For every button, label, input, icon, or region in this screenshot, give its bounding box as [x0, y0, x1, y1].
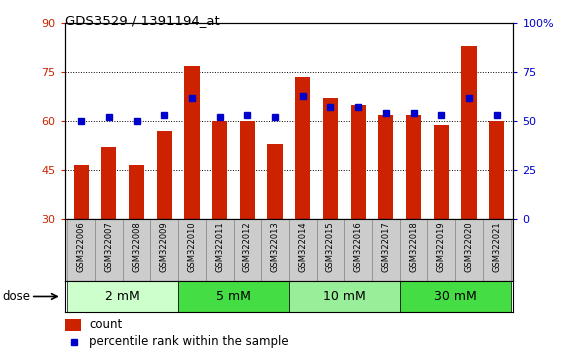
Text: 5 mM: 5 mM: [216, 290, 251, 303]
Bar: [372, 219, 400, 281]
Text: GSM322012: GSM322012: [243, 221, 252, 272]
Text: 2 mM: 2 mM: [105, 290, 140, 303]
Text: GSM322014: GSM322014: [298, 221, 307, 272]
Text: GSM322016: GSM322016: [353, 221, 362, 272]
Text: GSM322015: GSM322015: [326, 221, 335, 272]
Bar: [212, 121, 227, 219]
Bar: [240, 121, 255, 219]
Text: percentile rank within the sample: percentile rank within the sample: [89, 335, 289, 348]
Bar: [233, 219, 261, 281]
Bar: [400, 219, 427, 281]
Bar: [344, 219, 372, 281]
Bar: [261, 219, 289, 281]
Bar: [295, 77, 310, 219]
Text: dose: dose: [3, 290, 31, 303]
Text: GSM322010: GSM322010: [187, 221, 196, 272]
Bar: [67, 219, 95, 281]
Bar: [150, 219, 178, 281]
Text: GSM322020: GSM322020: [465, 221, 473, 272]
Bar: [289, 219, 316, 281]
Bar: [206, 219, 233, 281]
Bar: [65, 319, 81, 331]
Bar: [178, 219, 206, 281]
Bar: [185, 65, 200, 219]
Text: GSM322019: GSM322019: [437, 221, 446, 272]
Text: GSM322007: GSM322007: [104, 221, 113, 272]
Text: GSM322018: GSM322018: [409, 221, 418, 272]
Bar: [455, 219, 483, 281]
Bar: [400, 281, 511, 312]
Text: GSM322006: GSM322006: [77, 221, 86, 272]
Bar: [316, 219, 344, 281]
Bar: [427, 219, 455, 281]
Text: 10 mM: 10 mM: [323, 290, 366, 303]
Bar: [178, 281, 289, 312]
Bar: [323, 98, 338, 219]
Bar: [434, 125, 449, 219]
Text: GSM322008: GSM322008: [132, 221, 141, 272]
Text: GSM322009: GSM322009: [160, 221, 169, 272]
Bar: [101, 148, 117, 219]
Text: GDS3529 / 1391194_at: GDS3529 / 1391194_at: [65, 14, 219, 27]
Bar: [461, 46, 477, 219]
Text: GSM322021: GSM322021: [492, 221, 501, 272]
Bar: [67, 281, 178, 312]
Bar: [289, 281, 400, 312]
Text: 30 mM: 30 mM: [434, 290, 476, 303]
Bar: [378, 115, 393, 219]
Bar: [483, 219, 511, 281]
Bar: [95, 219, 123, 281]
Bar: [406, 115, 421, 219]
Bar: [123, 219, 150, 281]
Bar: [73, 165, 89, 219]
Bar: [129, 165, 144, 219]
Text: count: count: [89, 319, 122, 331]
Text: GSM322011: GSM322011: [215, 221, 224, 272]
Bar: [157, 131, 172, 219]
Bar: [489, 121, 504, 219]
Text: GSM322017: GSM322017: [381, 221, 390, 272]
Text: GSM322013: GSM322013: [270, 221, 279, 272]
Bar: [351, 105, 366, 219]
Bar: [268, 144, 283, 219]
